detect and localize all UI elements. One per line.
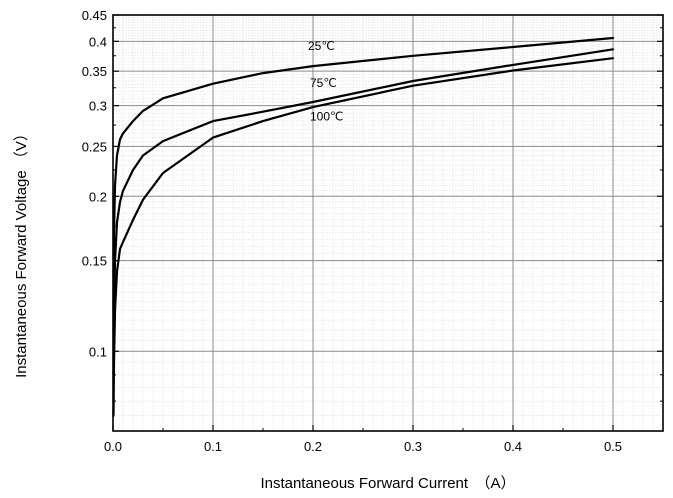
x-tick-label: 0.5 bbox=[604, 439, 622, 454]
y-tick-label: 0.3 bbox=[89, 99, 107, 114]
y-tick-label: 0.4 bbox=[89, 34, 107, 49]
x-tick-labels: 0.0 0.1 0.2 0.3 0.4 0.5 bbox=[104, 439, 622, 454]
y-tick-label: 0.45 bbox=[82, 8, 107, 23]
y-tick-label: 0.15 bbox=[82, 254, 107, 269]
series-label: 75℃ bbox=[310, 76, 337, 90]
y-tick-label: 0.25 bbox=[82, 139, 107, 154]
major-grid bbox=[113, 15, 663, 431]
series-line bbox=[112, 36, 615, 312]
y-axis-title: Instantaneous Forward Voltage （V） bbox=[13, 126, 30, 378]
axis-ticks bbox=[112, 14, 664, 431]
plot-frame bbox=[112, 14, 664, 432]
series-label: 25℃ bbox=[308, 39, 335, 53]
x-tick-label: 0.0 bbox=[104, 439, 122, 454]
y-tick-label: 0.2 bbox=[89, 189, 107, 204]
series-layer bbox=[112, 36, 615, 417]
series-label: 100℃ bbox=[310, 109, 344, 123]
x-tick-label: 0.4 bbox=[504, 439, 522, 454]
x-axis-title: Instantaneous Forward Current （A） bbox=[260, 475, 515, 492]
x-tick-label: 0.3 bbox=[404, 439, 422, 454]
series-line bbox=[112, 48, 615, 376]
y-tick-labels: 0.1 0.15 0.2 0.25 0.3 0.35 0.4 0.45 bbox=[82, 8, 107, 359]
y-tick-label: 0.1 bbox=[89, 344, 107, 359]
x-tick-label: 0.2 bbox=[304, 439, 322, 454]
y-tick-label: 0.35 bbox=[82, 64, 107, 79]
x-tick-label: 0.1 bbox=[204, 439, 222, 454]
series-labels: 25℃ 75℃ 100℃ bbox=[308, 39, 344, 123]
series-line bbox=[112, 57, 615, 417]
